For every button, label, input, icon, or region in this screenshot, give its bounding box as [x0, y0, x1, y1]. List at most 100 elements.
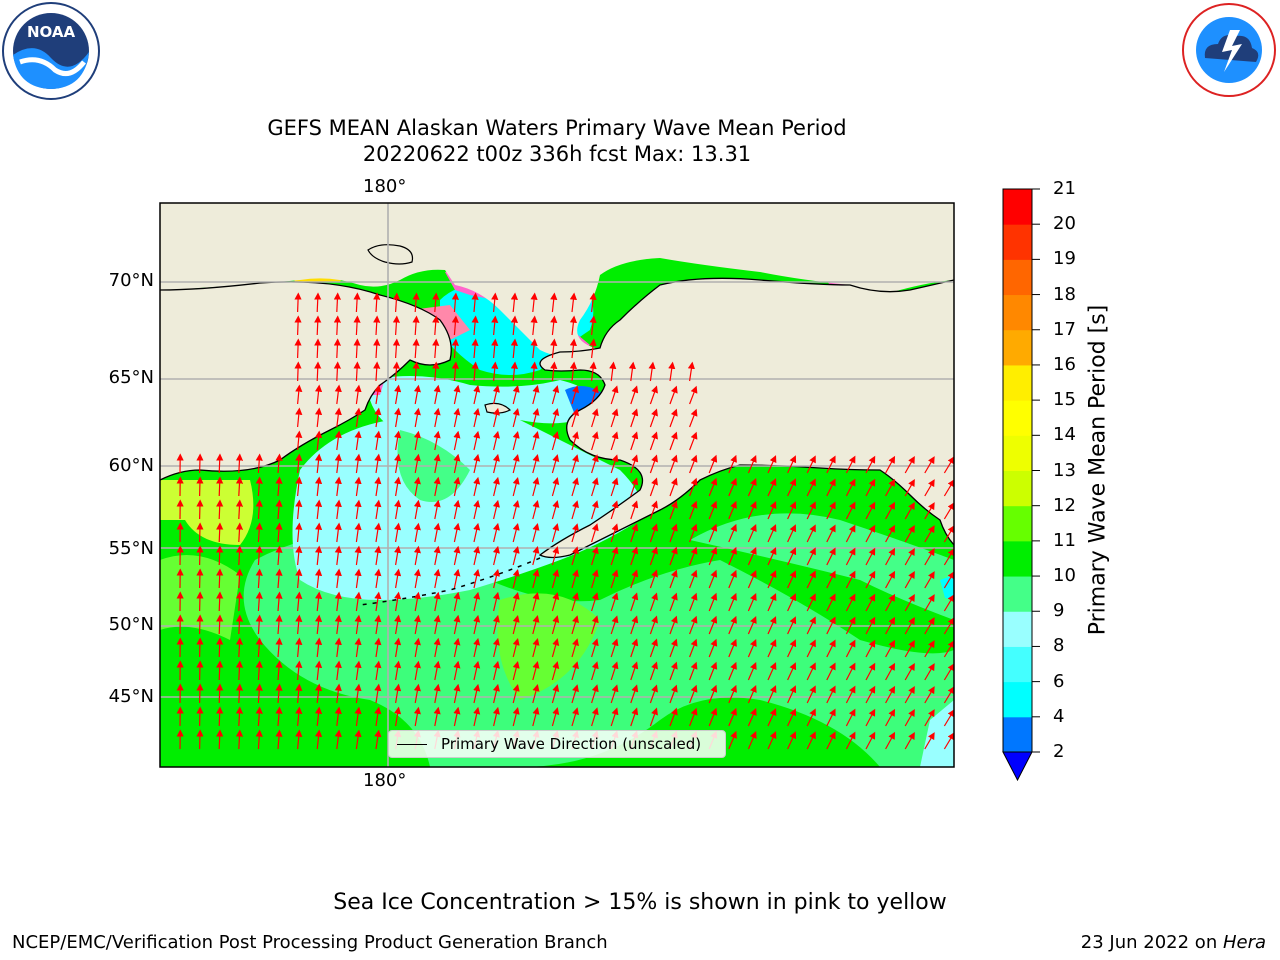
- wave-arrow: [787, 662, 797, 681]
- wave-arrow: [708, 661, 718, 681]
- wave-arrow: [492, 430, 500, 451]
- wave-arrow: [669, 707, 678, 727]
- wave-arrow: [235, 660, 244, 681]
- wave-arrow: [747, 547, 757, 566]
- wave-arrow: [374, 476, 382, 497]
- wave-arrow: [453, 568, 461, 589]
- wave-arrow: [885, 501, 896, 520]
- colorbar-tick-label: 20: [1053, 213, 1076, 235]
- wave-arrow: [630, 615, 639, 635]
- wave-arrow: [235, 591, 244, 612]
- wave-arrow: [591, 638, 599, 658]
- colorbar-bin: [1003, 294, 1032, 331]
- wave-arrow: [826, 639, 836, 658]
- sea-ice-note: Sea Ice Concentration > 15% is shown in …: [333, 890, 947, 915]
- wave-arrow: [885, 616, 896, 635]
- wave-arrow: [216, 660, 224, 681]
- lat-label-55: 55°N: [108, 538, 154, 559]
- legend-line-icon: [397, 744, 427, 745]
- wave-arrow: [571, 431, 579, 451]
- wave-arrow: [669, 546, 678, 566]
- wave-arrow: [787, 731, 797, 750]
- wave-arrow: [512, 614, 520, 635]
- wave-arrow: [314, 568, 323, 589]
- wave-arrow: [471, 338, 479, 359]
- wave-arrow: [708, 546, 718, 566]
- wave-arrow: [728, 569, 737, 589]
- wave-arrow: [571, 385, 579, 405]
- wave-arrow: [589, 292, 597, 313]
- wave-arrow: [747, 616, 757, 635]
- wave-arrow: [530, 338, 538, 359]
- wave-arrow: [295, 453, 303, 474]
- wave-arrow: [630, 638, 639, 658]
- wave-arrow: [630, 431, 639, 451]
- colorbar-tick-label: 11: [1053, 529, 1076, 551]
- wave-arrow: [394, 430, 402, 451]
- wave-arrow: [512, 476, 520, 497]
- wave-arrow: [826, 731, 836, 750]
- footer-machine: Hera: [1222, 932, 1266, 953]
- colorbar-bin: [1003, 364, 1032, 401]
- wave-arrow: [392, 292, 401, 313]
- wave-arrow: [669, 385, 678, 405]
- wave-arrow: [373, 338, 381, 359]
- wave-arrow: [433, 476, 441, 497]
- wave-arrow: [551, 408, 560, 428]
- wave-arrow: [845, 478, 856, 497]
- wave-arrow: [924, 617, 935, 635]
- wave-arrow: [412, 361, 420, 382]
- wave-arrow: [610, 592, 619, 612]
- wave-arrow: [885, 455, 896, 474]
- wave-arrow: [630, 592, 639, 612]
- colorbar-tick-label: 10: [1053, 565, 1076, 587]
- wave-arrow: [314, 407, 323, 428]
- wave-arrow: [532, 592, 540, 612]
- wave-arrow: [492, 545, 500, 566]
- wave-arrow: [591, 661, 599, 681]
- colorbar-bin: [1003, 611, 1032, 647]
- wave-arrow: [433, 499, 441, 520]
- wave-arrow: [728, 730, 737, 750]
- wave-arrow: [354, 476, 362, 497]
- wave-arrow: [295, 660, 303, 681]
- wave-arrow: [826, 478, 836, 497]
- wave-arrow: [473, 499, 481, 520]
- wave-arrow: [510, 315, 518, 336]
- wave-arrow: [610, 707, 619, 727]
- wave-arrow: [591, 523, 599, 543]
- wave-arrow: [669, 477, 678, 497]
- wave-arrow: [374, 568, 382, 589]
- wave-arrow: [432, 338, 440, 359]
- wave-arrow: [924, 479, 935, 497]
- wave-arrow: [473, 683, 481, 704]
- wave-arrow: [433, 568, 441, 589]
- wave-arrow: [512, 453, 520, 474]
- wave-arrow: [845, 639, 856, 658]
- wave-arrow: [451, 338, 459, 359]
- wave-arrow: [610, 615, 619, 635]
- wave-arrow: [747, 501, 757, 520]
- wave-arrow: [865, 570, 876, 589]
- wave-arrow: [433, 453, 441, 474]
- wave-arrow: [451, 315, 459, 336]
- wave-arrow: [295, 568, 303, 589]
- wave-arrow: [530, 315, 538, 336]
- wave-arrow: [216, 476, 224, 497]
- wave-arrow: [394, 545, 402, 566]
- wave-arrow: [904, 731, 915, 750]
- wave-arrow: [255, 660, 263, 681]
- wave-arrow: [491, 315, 499, 336]
- wave-arrow: [943, 709, 954, 727]
- colorbar-bin: [1003, 681, 1032, 718]
- wave-arrow: [491, 338, 499, 359]
- wave-arrow: [492, 614, 500, 635]
- nws-logo: [1182, 3, 1276, 97]
- wave-arrow: [433, 545, 441, 566]
- colorbar-tick-label: 14: [1053, 424, 1076, 446]
- wave-arrow: [924, 663, 935, 681]
- wave-arrow: [826, 662, 836, 681]
- wave-arrow: [767, 547, 777, 566]
- wave-arrow: [747, 685, 757, 704]
- wave-arrow: [806, 455, 816, 474]
